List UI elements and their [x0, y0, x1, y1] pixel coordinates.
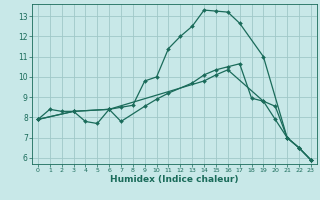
X-axis label: Humidex (Indice chaleur): Humidex (Indice chaleur)	[110, 175, 239, 184]
